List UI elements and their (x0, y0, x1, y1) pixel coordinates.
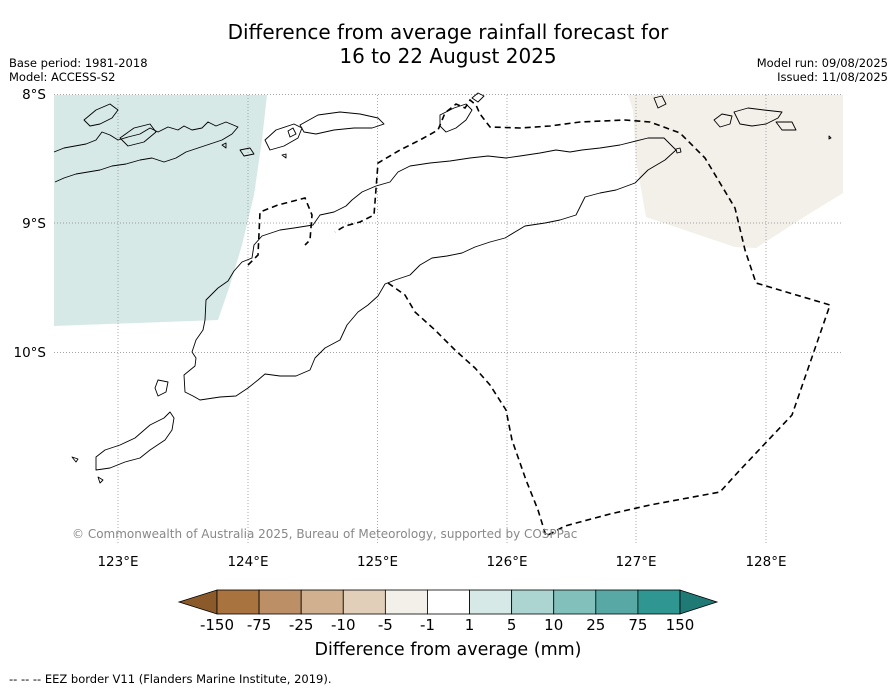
lon-labels: 123°E 124°E 125°E 126°E 127°E 128°E (97, 554, 786, 570)
lon-label-128e: 128°E (745, 554, 786, 570)
colorbar-box (258, 589, 302, 615)
lon-label-126e: 126°E (486, 554, 527, 570)
colorbar-tick-label: -25 (289, 616, 314, 634)
title-line-2: 16 to 22 August 2025 (339, 44, 557, 68)
map-title: Difference from average rainfall forecas… (0, 20, 896, 68)
colorbar-tick-label: -10 (331, 616, 356, 634)
copyright-note: © Commonwealth of Australia 2025, Bureau… (72, 527, 577, 541)
colorbar-tick-label: 75 (628, 616, 647, 634)
colorbar-tick-label: -75 (247, 616, 272, 634)
lon-label-125e: 125°E (357, 554, 398, 570)
colorbar-tick-label: 10 (544, 616, 563, 634)
drier-region (628, 95, 843, 248)
eez-legend-note: -- -- -- EEZ border V11 (Flanders Marine… (9, 672, 332, 686)
colorbar-tick-label: 25 (586, 616, 605, 634)
model-run: Model run: 09/08/2025 (756, 56, 888, 70)
lon-label-127e: 127°E (615, 554, 656, 570)
colorbar-box (553, 589, 597, 615)
colorbar-box (300, 589, 344, 615)
colorbar-box (511, 589, 555, 615)
colorbar-box (469, 589, 513, 615)
lon-label-123e: 123°E (97, 554, 138, 570)
gridlines (54, 94, 843, 545)
base-period: Base period: 1981-2018 (9, 56, 148, 70)
colorbar-tick-label: 1 (465, 616, 475, 634)
meta-left: Base period: 1981-2018 Model: ACCESS-S2 (9, 56, 148, 84)
lon-label-124e: 124°E (227, 554, 268, 570)
lat-labels: 8°S 9°S 10°S (14, 87, 47, 361)
colorbar-tick-label: 5 (507, 616, 517, 634)
lat-label-8s: 8°S (22, 87, 46, 103)
colorbar-extend-high (679, 589, 719, 615)
colorbar-box (637, 589, 681, 615)
colorbar-tick-label: -5 (378, 616, 393, 634)
wetter-region (54, 95, 267, 326)
colorbar-title: Difference from average (mm) (314, 640, 582, 660)
lat-label-10s: 10°S (14, 345, 47, 361)
title-line-1: Difference from average rainfall forecas… (227, 20, 669, 44)
colorbar-box (216, 589, 260, 615)
issued-date: Issued: 11/08/2025 (777, 70, 888, 84)
colorbar-tick-label: 150 (666, 616, 695, 634)
model-name: Model: ACCESS-S2 (9, 70, 116, 84)
eez-borders (247, 98, 832, 538)
colorbar: -150 -75 -25 -10 -5 -1 1 5 10 25 75 150 (177, 589, 719, 634)
colorbar-box (342, 589, 386, 615)
coastlines (53, 92, 832, 484)
colorbar-box (384, 589, 428, 615)
colorbar-extend-low (177, 589, 218, 615)
colorbar-tick-label: -150 (200, 616, 234, 634)
lat-label-9s: 9°S (22, 216, 46, 232)
colorbar-tick-label: -1 (420, 616, 435, 634)
colorbar-box (595, 589, 639, 615)
meta-right: Model run: 09/08/2025 Issued: 11/08/2025 (757, 56, 888, 84)
colorbar-box (427, 589, 470, 615)
